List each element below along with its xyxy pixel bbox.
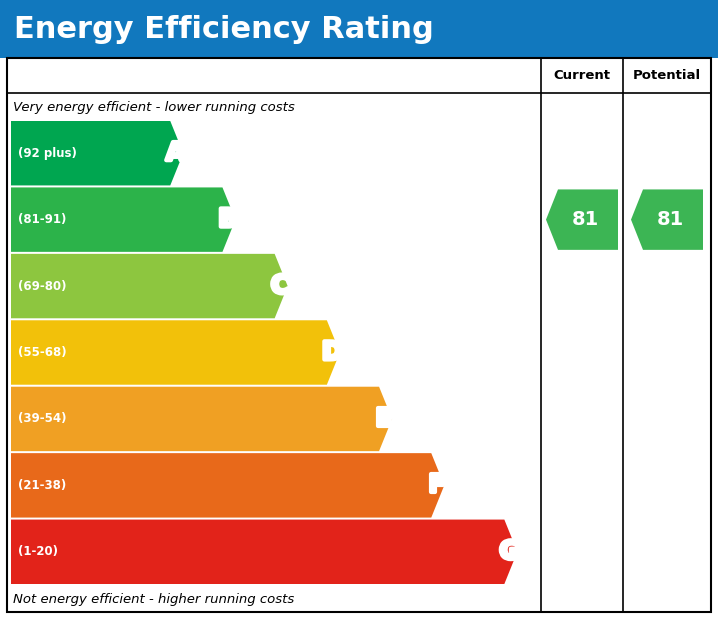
Text: B: B	[220, 207, 239, 232]
Polygon shape	[11, 519, 518, 584]
Text: A: A	[167, 141, 187, 165]
Text: G: G	[500, 540, 520, 564]
Text: E: E	[376, 407, 393, 431]
Polygon shape	[11, 188, 236, 252]
Text: C: C	[271, 274, 289, 298]
Text: 81: 81	[656, 210, 684, 229]
Text: C: C	[269, 274, 288, 298]
Text: A: A	[166, 140, 185, 163]
Text: A: A	[164, 141, 184, 165]
Text: G: G	[500, 539, 520, 562]
Text: F: F	[428, 475, 445, 499]
Polygon shape	[11, 121, 183, 186]
Text: C: C	[271, 275, 289, 300]
Text: F: F	[428, 474, 445, 497]
Text: D: D	[322, 340, 342, 365]
Text: (55-68): (55-68)	[18, 346, 67, 359]
Bar	[0, 0, 718, 58]
Text: D: D	[322, 342, 342, 366]
Text: E: E	[376, 405, 393, 430]
Polygon shape	[631, 189, 703, 250]
Text: Potential: Potential	[633, 69, 701, 82]
Text: B: B	[218, 207, 238, 232]
Polygon shape	[11, 453, 444, 517]
Text: (69-80): (69-80)	[18, 280, 67, 293]
Text: C: C	[272, 274, 291, 298]
Text: E: E	[376, 407, 393, 431]
Text: G: G	[500, 541, 520, 565]
Polygon shape	[11, 254, 288, 318]
Text: (39-54): (39-54)	[18, 412, 67, 425]
Text: G: G	[498, 540, 518, 564]
Text: B: B	[218, 209, 238, 233]
Text: A: A	[166, 141, 185, 165]
Text: (92 plus): (92 plus)	[18, 147, 77, 160]
Text: 81: 81	[572, 210, 599, 229]
Text: D: D	[322, 339, 342, 363]
Text: B: B	[217, 207, 236, 232]
Text: Not energy efficient - higher running costs: Not energy efficient - higher running co…	[13, 592, 294, 605]
Text: E: E	[375, 407, 391, 431]
Text: C: C	[271, 272, 289, 297]
Text: A: A	[166, 141, 185, 165]
Text: E: E	[378, 407, 395, 431]
Text: F: F	[428, 474, 445, 497]
Text: F: F	[426, 474, 444, 497]
Text: F: F	[430, 474, 447, 497]
Text: D: D	[324, 340, 344, 365]
Text: E: E	[376, 409, 393, 433]
Text: Energy Efficiency Rating: Energy Efficiency Rating	[14, 14, 434, 43]
Text: D: D	[320, 340, 341, 365]
Text: (1-20): (1-20)	[18, 545, 58, 558]
Polygon shape	[546, 189, 618, 250]
Text: B: B	[218, 206, 238, 230]
Bar	[7, 58, 711, 612]
Text: D: D	[322, 340, 342, 365]
Text: Current: Current	[554, 69, 610, 82]
Text: G: G	[501, 540, 522, 564]
Text: F: F	[428, 472, 445, 496]
Polygon shape	[11, 320, 340, 385]
Text: C: C	[271, 274, 289, 298]
Text: G: G	[500, 540, 520, 564]
Text: Very energy efficient - lower running costs: Very energy efficient - lower running co…	[13, 102, 295, 115]
Polygon shape	[11, 387, 392, 451]
Text: B: B	[218, 207, 238, 232]
Text: (81-91): (81-91)	[18, 213, 66, 226]
Text: (21-38): (21-38)	[18, 479, 66, 492]
Text: A: A	[166, 143, 185, 167]
